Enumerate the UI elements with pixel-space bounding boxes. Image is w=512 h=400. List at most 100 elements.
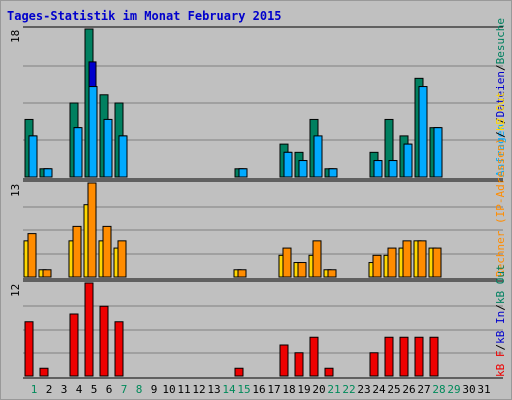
x-tick-label: 16 [252, 383, 265, 396]
bar-rechner-ip-adressen- [237, 269, 247, 278]
bar-kb-f [324, 367, 334, 377]
bar-rechner-ip-adressen- [387, 247, 397, 278]
bar-rechner-ip-adressen- [432, 247, 442, 278]
bar-besuche [388, 160, 398, 178]
x-tick-label: 30 [462, 383, 475, 396]
x-tick-label: 7 [121, 383, 128, 396]
x-tick-label: 27 [417, 383, 430, 396]
bar-kb-f [369, 352, 379, 377]
bar-kb-f [279, 344, 289, 377]
x-tick-label: 15 [237, 383, 250, 396]
bar-kb-f [24, 321, 34, 377]
x-tick-label: 19 [297, 383, 310, 396]
bar-rechner-ip-adressen- [27, 233, 37, 278]
y-axis-max-label: 18 [9, 30, 22, 43]
x-tick-label: 14 [222, 383, 236, 396]
bar-rechner-ip-adressen- [42, 269, 52, 278]
legend: Rechner (IP-Adressen)/kB Out [494, 92, 507, 277]
bar-kb-f [234, 367, 244, 377]
x-tick-label: 6 [106, 383, 113, 396]
bar-rechner-ip-adressen- [327, 269, 337, 278]
x-tick-label: 26 [402, 383, 415, 396]
bar-besuche [298, 160, 308, 178]
bar-besuche [73, 127, 83, 178]
bar-rechner-ip-adressen- [117, 240, 127, 278]
bar-kb-f [99, 305, 109, 377]
bar-besuche [238, 168, 248, 178]
x-tick-label: 3 [61, 383, 68, 396]
bar-rechner-ip-adressen- [282, 247, 292, 278]
bar-rechner-ip-adressen- [402, 240, 412, 278]
x-tick-label: 5 [91, 383, 98, 396]
x-tick-label: 8 [136, 383, 143, 396]
legend: kB F/kB In/kB Out [494, 264, 507, 377]
bar-kb-f [69, 313, 79, 377]
bar-rechner-ip-adressen- [102, 225, 112, 278]
bar-besuche [43, 168, 53, 178]
bar-kb-f [414, 336, 424, 377]
x-tick-label: 2 [46, 383, 53, 396]
bar-rechner-ip-adressen- [312, 240, 322, 278]
legend-entry: kB Out [494, 264, 507, 304]
bar-kb-f [429, 336, 439, 377]
bar-kb-f [384, 336, 394, 377]
x-tick-label: 22 [342, 383, 355, 396]
bar-besuche [433, 127, 443, 178]
bar-rechner-ip-adressen- [297, 262, 307, 278]
x-tick-label: 23 [357, 383, 370, 396]
x-tick-label: 12 [192, 383, 205, 396]
bar-besuche [373, 160, 383, 178]
legend: Anfragen/Dateien/Besuche [494, 18, 507, 177]
legend-entry: Rechner (IP-Adressen) [494, 138, 507, 277]
legend-entry: kB Out [494, 92, 507, 132]
x-tick-label: 4 [76, 383, 83, 396]
legend-entry: / [494, 344, 507, 351]
legend-entry: Dateien [494, 71, 507, 117]
bar-besuche [103, 118, 113, 178]
bar-rechner-ip-adressen- [372, 254, 382, 278]
bar-besuche [328, 168, 338, 178]
bar-besuche [418, 86, 428, 178]
legend-entry: kB F [494, 351, 507, 378]
bar-rechner-ip-adressen- [72, 225, 82, 278]
legend-entry: / [494, 304, 507, 311]
bar-besuche [88, 86, 98, 178]
legend-entry: / [494, 131, 507, 138]
x-tick-label: 17 [267, 383, 280, 396]
legend-entry: / [494, 64, 507, 71]
y-axis-max-label: 13 [9, 184, 22, 197]
x-tick-label: 18 [282, 383, 295, 396]
x-tick-label: 9 [151, 383, 158, 396]
bar-kb-f [84, 282, 94, 377]
legend-entry: kB In [494, 311, 507, 344]
bar-kb-f [399, 336, 409, 377]
x-tick-label: 11 [177, 383, 190, 396]
bar-besuche [313, 135, 323, 178]
x-tick-label: 20 [312, 383, 325, 396]
x-tick-label: 25 [387, 383, 400, 396]
legend-entry: Anfragen [494, 124, 507, 177]
bar-besuche [283, 151, 293, 178]
x-tick-label: 13 [207, 383, 220, 396]
bar-besuche [403, 143, 413, 178]
x-tick-label: 10 [162, 383, 175, 396]
page-title: Tages-Statistik im Monat February 2015 [7, 9, 282, 23]
x-tick-label: 29 [447, 383, 460, 396]
bar-besuche [118, 135, 128, 178]
x-tick-label: 31 [477, 383, 490, 396]
x-tick-label: 24 [372, 383, 386, 396]
y-axis-max-label: 12 [9, 284, 22, 297]
bar-kb-f [114, 321, 124, 377]
bar-rechner-ip-adressen- [417, 240, 427, 278]
legend-entry: / [494, 117, 507, 124]
x-tick-label: 1 [31, 383, 38, 396]
bar-besuche [28, 135, 38, 178]
legend-entry: Besuche [494, 18, 507, 64]
bar-kb-f [294, 352, 304, 377]
x-tick-label: 28 [432, 383, 445, 396]
bar-kb-f [309, 336, 319, 377]
bar-kb-f [39, 367, 49, 377]
bar-rechner-ip-adressen- [87, 182, 97, 278]
